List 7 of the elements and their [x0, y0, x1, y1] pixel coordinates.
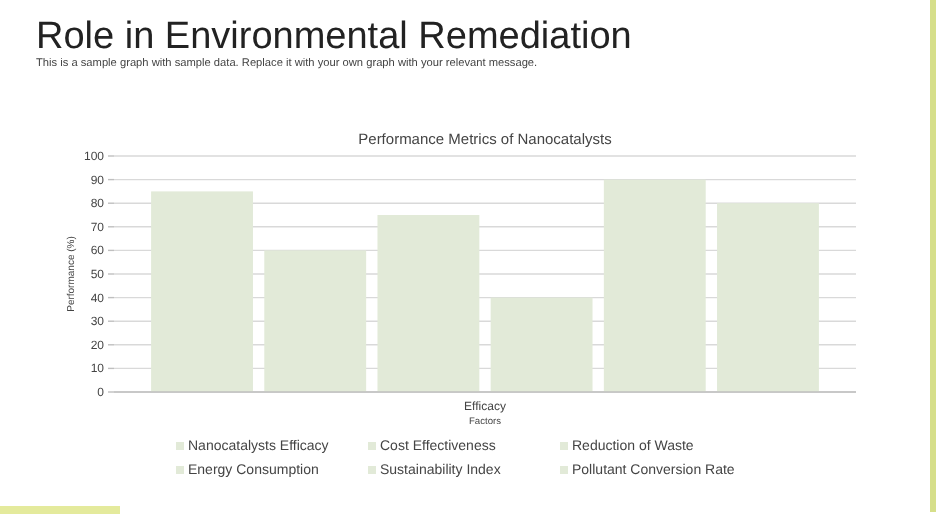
- bar: [717, 203, 819, 392]
- bar: [377, 215, 480, 392]
- bar: [151, 191, 253, 392]
- bar: [264, 250, 367, 392]
- bar: [490, 297, 593, 392]
- bar: [603, 179, 706, 392]
- chart-title: Role in Environmental Remediation: [36, 16, 632, 58]
